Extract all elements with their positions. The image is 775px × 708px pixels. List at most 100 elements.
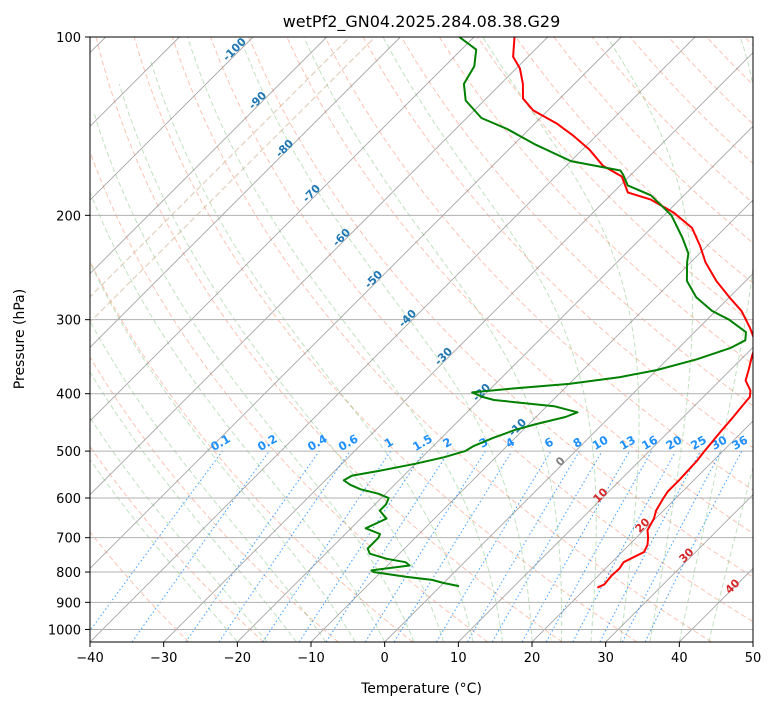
mixing-ratio-label: 0.4 [305,431,330,453]
mixing-ratio-line [90,450,223,632]
isotherm-label: -30 [432,345,455,368]
moist-adiabat [90,261,356,642]
moist-adiabat [90,416,268,642]
isotherm [90,37,327,275]
isotherm [458,346,753,642]
mixing-ratio-label: 13 [617,433,638,453]
moist-adiabat [150,61,474,642]
mixing-ratio-label: 10 [590,433,611,453]
dry-adiabat [744,37,753,47]
y-tick-label: 400 [56,388,81,403]
x-tick-label: 40 [671,651,688,666]
background-lines [90,37,753,642]
mixing-ratio-line [325,450,450,642]
dry-adiabat [171,37,712,642]
dry-adiabat [248,37,753,578]
isotherm [163,52,753,642]
moist-adiabat [90,458,238,642]
dry-adiabat [90,259,414,642]
wetbulb-label: 30 [677,545,697,565]
isotherm-label: -80 [273,137,296,160]
y-tick-label: 600 [56,492,81,507]
mixing-ratio-line [644,450,743,642]
dry-adiabat [133,37,638,642]
x-tick-label: −20 [224,651,251,666]
y-tick-label: 500 [56,445,81,460]
dry-adiabat [362,37,753,449]
isotherm-labels: -100-90-80-70-60-50-40-30-20-10 [220,35,529,439]
isotherm-label: -90 [246,89,269,112]
dry-adiabat [90,531,190,642]
temperature-profile [512,37,753,589]
moist-adiabat [678,37,753,642]
moist-adiabat [382,37,597,642]
dry-adiabat [324,37,753,491]
dry-adiabat [90,356,339,642]
isotherm [90,37,254,201]
mixing-ratio-label: 16 [639,433,660,453]
x-tick-label: 20 [524,651,541,666]
y-tick-label: 800 [56,566,81,581]
wetbulb-label: 10 [591,485,611,505]
mixing-ratio-line [467,450,580,642]
isotherm [384,273,753,642]
mixing-ratio-label: 0.1 [208,431,233,453]
plot-frame [89,36,754,643]
isotherm [531,420,753,642]
dry-adiabat [706,37,753,86]
moist-adiabat [90,320,327,642]
moist-adiabat [187,37,503,642]
isotherm-label: -70 [300,182,323,205]
mixing-ratio-label: 0.6 [336,431,361,453]
dewpoint-profile [342,37,747,588]
isotherm [679,567,753,642]
mixing-ratio-line [185,450,320,642]
mixing-ratio-line [218,450,351,642]
profiles [342,37,753,589]
mixing-ratio-label: 1.5 [410,431,435,453]
mixing-ratio-line [131,450,270,642]
y-tick-label: 1000 [48,623,81,638]
moist-adiabat [708,465,753,642]
isotherm [90,37,548,496]
isotherm-label: -50 [362,268,385,291]
mixing-ratio-line [393,450,513,642]
x-tick-label: −30 [150,651,177,666]
x-tick-label: 0 [381,651,389,666]
y-axis-ticks: 100 200 300 400 500 600 700 800 900 1000 [48,31,90,638]
isotherm [752,641,753,642]
isotherm [90,37,475,422]
dry-adiabat [95,37,563,642]
dry-adiabat [210,37,753,623]
mixing-ratio-label: 30 [709,433,730,453]
x-tick-label: 30 [597,651,614,666]
isotherm [310,199,753,642]
x-axis-label: Temperature (°C) [360,681,482,697]
mixing-ratio-label: 1 [382,435,396,451]
isotherm [90,37,622,569]
y-tick-label: 300 [56,314,81,329]
pressure-grid [90,37,753,630]
mixing-ratio-label: 6 [542,435,556,451]
isotherm-label: -60 [330,226,353,249]
moist-adiabat [303,37,563,642]
mixing-ratio-line [572,450,677,642]
y-axis-label: Pressure (hPa) [12,289,28,389]
mixing-ratio-label: 36 [729,433,750,453]
dry-adiabat [400,37,753,407]
wetbulb-label: 40 [723,576,743,596]
moist-adiabat [606,37,694,642]
dry-adiabat [438,37,753,366]
isotherm [237,125,753,642]
mixing-ratio-label: 20 [663,433,684,453]
reference-arc [90,37,351,298]
mixing-ratio-label: 25 [688,433,709,453]
moist-adiabat [482,37,640,642]
mixing-ratio-line [521,450,630,642]
mixing-ratio-line [545,450,653,642]
dry-adiabat [90,445,264,642]
isotherm-label: -40 [396,307,419,330]
x-axis-ticks: −40 −30 −20 −10 0 10 20 30 40 50 [76,642,761,666]
